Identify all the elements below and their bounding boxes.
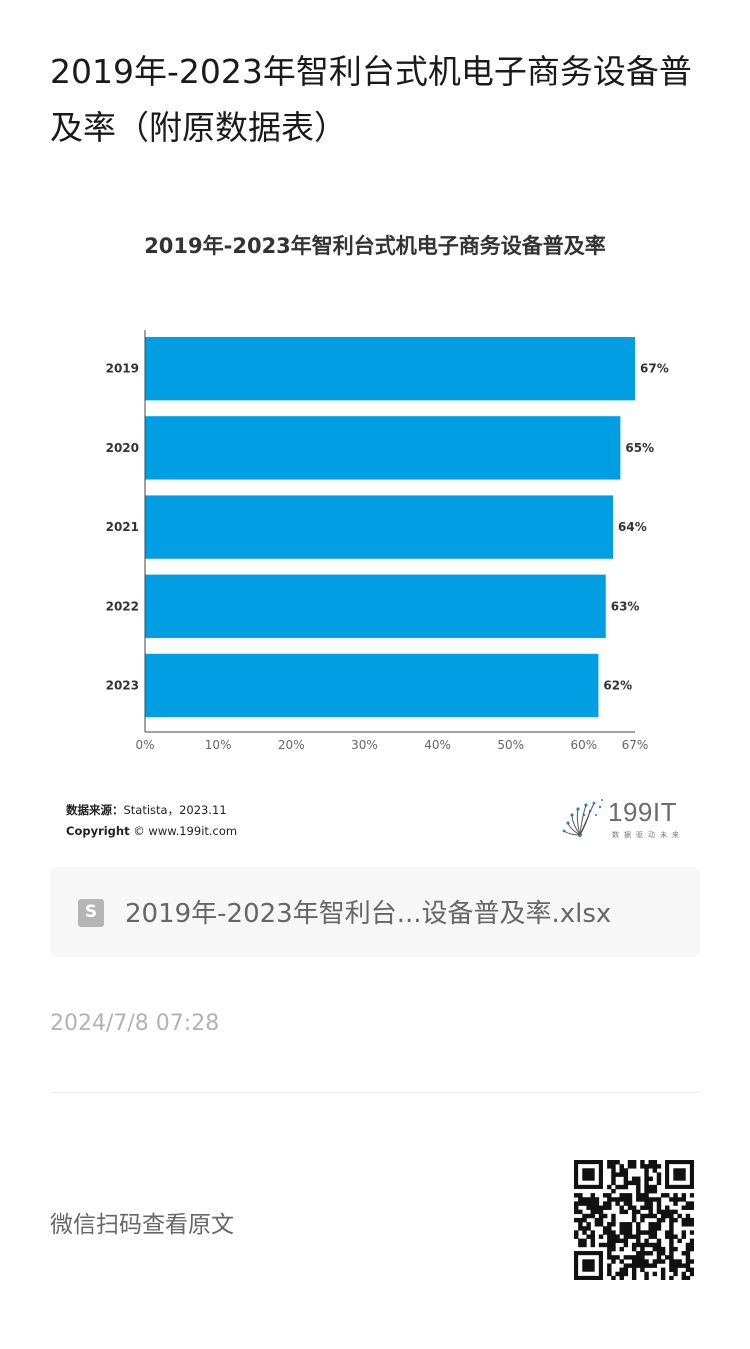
x-tick-label: 30% bbox=[351, 738, 378, 752]
qr-code-icon[interactable] bbox=[574, 1160, 694, 1280]
bar-2019 bbox=[145, 337, 635, 401]
value-label-2020: 65% bbox=[625, 441, 654, 455]
source-line: 数据来源：Statista，2023.11 bbox=[66, 800, 237, 821]
logo-text: 199IT bbox=[608, 797, 677, 827]
value-label-2023: 62% bbox=[603, 678, 632, 692]
category-label-2023: 2023 bbox=[106, 678, 139, 692]
value-label-2021: 64% bbox=[618, 520, 647, 534]
x-tick-label: 67% bbox=[622, 738, 649, 752]
copyright-value: © www.199it.com bbox=[133, 824, 238, 838]
page-title: 2019年-2023年智利台式机电子商务设备普及率（附原数据表） bbox=[50, 52, 692, 147]
bar-2020 bbox=[145, 416, 621, 480]
category-label-2019: 2019 bbox=[106, 362, 139, 376]
bar-chart: 2019 67% 2020 65% 2021 64% 2022 63% 2023 62% 0% 10%… bbox=[106, 330, 669, 752]
value-label-2022: 63% bbox=[611, 599, 640, 613]
x-tick-label: 0% bbox=[135, 738, 154, 752]
category-label-2021: 2021 bbox=[106, 520, 139, 534]
spreadsheet-file-icon: S bbox=[78, 899, 104, 927]
divider bbox=[50, 1092, 700, 1093]
source-label: 数据来源： bbox=[66, 803, 124, 817]
x-tick-label: 10% bbox=[205, 738, 232, 752]
copyright-line: Copyright © www.199it.com bbox=[66, 821, 237, 842]
category-label-2022: 2022 bbox=[106, 599, 139, 613]
x-tick-label: 60% bbox=[570, 738, 597, 752]
dandelion-logo-icon bbox=[562, 799, 603, 837]
x-tick-label: 20% bbox=[278, 738, 305, 752]
scan-prompt: 微信扫码查看原文 bbox=[50, 1212, 234, 1238]
brand-logo: 199IT 数据驱动未来 bbox=[560, 795, 695, 845]
attachment-card[interactable]: S 2019年-2023年智利台...设备普及率.xlsx bbox=[50, 867, 700, 957]
value-label-2019: 67% bbox=[640, 362, 669, 376]
source-value: Statista，2023.11 bbox=[123, 803, 227, 817]
x-tick-label: 50% bbox=[497, 738, 524, 752]
bar-2023 bbox=[145, 653, 599, 718]
category-label-2020: 2020 bbox=[106, 441, 139, 455]
copyright-label: Copyright bbox=[66, 824, 130, 838]
chart-title: 2019年-2023年智利台式机电子商务设备普及率 bbox=[144, 234, 606, 258]
logo-subtitle: 数据驱动未来 bbox=[612, 831, 684, 839]
attachment-filename[interactable]: 2019年-2023年智利台...设备普及率.xlsx bbox=[125, 899, 612, 929]
bar-2022 bbox=[145, 574, 606, 638]
publish-date: 2024/7/8 07:28 bbox=[50, 1011, 220, 1036]
file-icon-letter: S bbox=[84, 902, 98, 922]
source-block: 数据来源：Statista，2023.11 Copyright © www.19… bbox=[66, 800, 237, 842]
x-tick-label: 40% bbox=[424, 738, 451, 752]
bar-2021 bbox=[145, 495, 614, 559]
